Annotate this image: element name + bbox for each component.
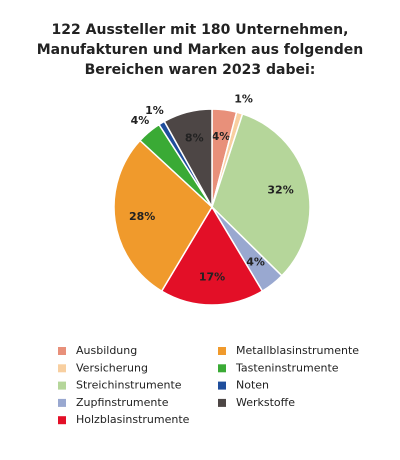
pie-slice bbox=[160, 205, 264, 306]
legend-label: Noten bbox=[236, 379, 269, 392]
data-label: 4% bbox=[212, 130, 231, 143]
legend-marker bbox=[58, 381, 66, 390]
legend-label: Versicherung bbox=[76, 361, 148, 374]
data-label: 8% bbox=[185, 132, 204, 145]
data-label: 4% bbox=[246, 255, 265, 268]
data-label: 1% bbox=[234, 93, 253, 106]
legend-marker bbox=[58, 347, 66, 355]
legend-label: Werkstoffe bbox=[236, 396, 295, 409]
pie-slice bbox=[211, 112, 311, 277]
legend-label: Ausbildung bbox=[76, 344, 137, 357]
legend-marker bbox=[218, 398, 226, 407]
legend-label: Tasteninstrumente bbox=[235, 361, 339, 374]
legend-marker bbox=[58, 416, 66, 425]
data-label: 1% bbox=[145, 104, 164, 117]
data-label: 28% bbox=[129, 210, 155, 223]
legend-label: Holzblasinstrumente bbox=[76, 413, 190, 426]
legend-marker bbox=[218, 347, 226, 355]
data-label: 4% bbox=[131, 114, 150, 127]
legend-marker bbox=[58, 364, 66, 373]
legend-marker bbox=[218, 364, 226, 373]
legend-label: Metallblasinstrumente bbox=[236, 344, 359, 357]
data-label: 32% bbox=[267, 183, 293, 196]
chart-title: Manufakturen und Marken aus folgenden bbox=[37, 42, 364, 58]
legend-label: Zupfinstrumente bbox=[76, 396, 169, 409]
data-label: 17% bbox=[199, 271, 225, 284]
legend-marker bbox=[58, 398, 66, 407]
legend-label: Streichinstrumente bbox=[76, 379, 182, 392]
pie-slice bbox=[113, 139, 213, 293]
chart-title: Bereichen waren 2023 dabei: bbox=[85, 62, 316, 78]
legend-marker bbox=[218, 381, 226, 390]
pie-slice bbox=[163, 108, 213, 210]
chart-title: 122 Aussteller mit 180 Unternehmen, bbox=[52, 22, 349, 38]
